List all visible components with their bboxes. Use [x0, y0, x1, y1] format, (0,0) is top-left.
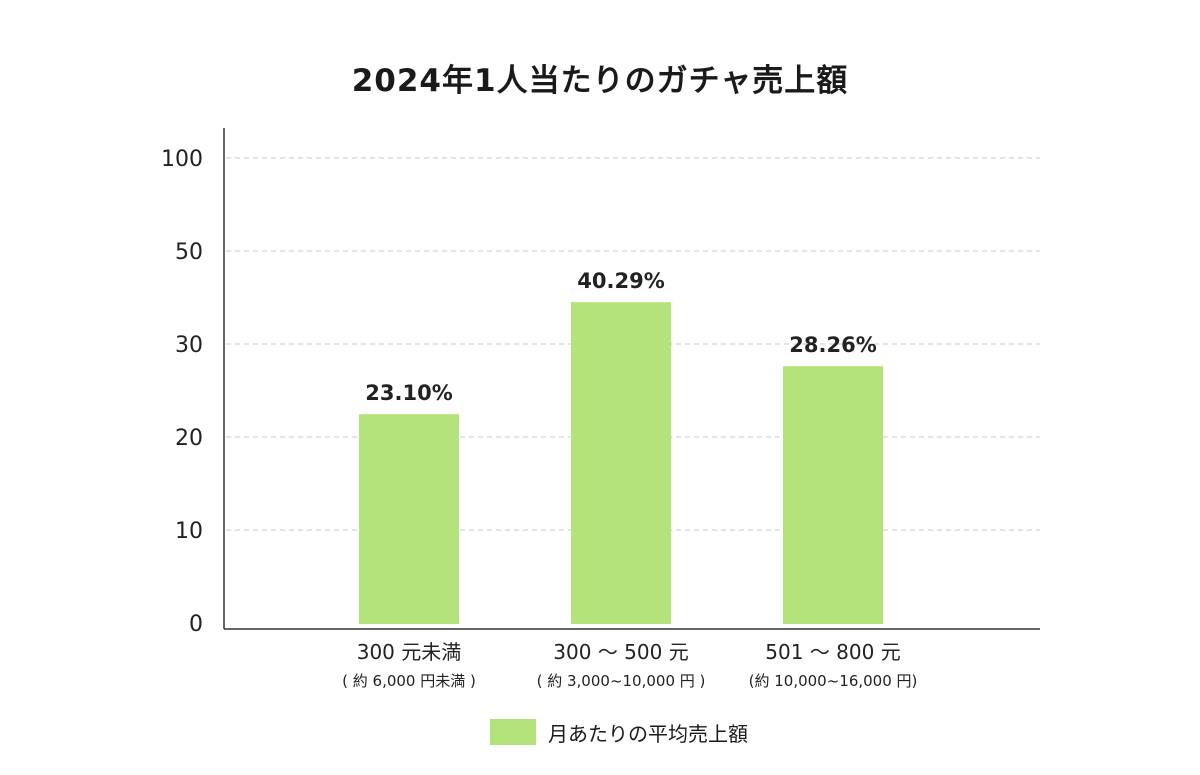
data-labels: 23.10% 40.29% 28.26% [365, 269, 876, 405]
y-tick-label: 20 [175, 426, 203, 451]
bars [359, 302, 883, 624]
x-axis-categories: 300 元未満 ( 約 6,000 円未満 ) 300 〜 500 元 ( 約 3,0… [342, 640, 917, 690]
y-tick-label: 50 [175, 240, 203, 265]
x-category-sublabel: ( 約 3,000~10,000 円 ) [537, 672, 706, 690]
bar [571, 302, 671, 624]
x-category-sublabel: ( 約 6,000 円未満 ) [342, 672, 476, 690]
x-category-label: 300 〜 500 元 [553, 640, 688, 664]
x-category-sublabel: (約 10,000~16,000 円) [749, 672, 918, 690]
legend: 月あたりの平均売上額 [490, 718, 748, 746]
y-tick-label: 100 [161, 147, 203, 172]
y-tick-label: 0 [189, 612, 203, 637]
x-category-label: 501 〜 800 元 [765, 640, 900, 664]
data-label: 28.26% [789, 333, 876, 357]
x-category-label: 300 元未満 [357, 640, 462, 664]
y-tick-label: 30 [175, 333, 203, 358]
y-axis-ticks: 0 10 20 30 50 100 [161, 147, 203, 637]
y-tick-label: 10 [175, 519, 203, 544]
legend-label: 月あたりの平均売上額 [548, 721, 748, 746]
chart-title: 2024年1人当たりのガチャ売上額 [351, 63, 849, 99]
data-label: 23.10% [365, 381, 452, 405]
legend-swatch [490, 719, 536, 745]
bar [783, 366, 883, 624]
bar [359, 414, 459, 624]
data-label: 40.29% [577, 269, 664, 293]
